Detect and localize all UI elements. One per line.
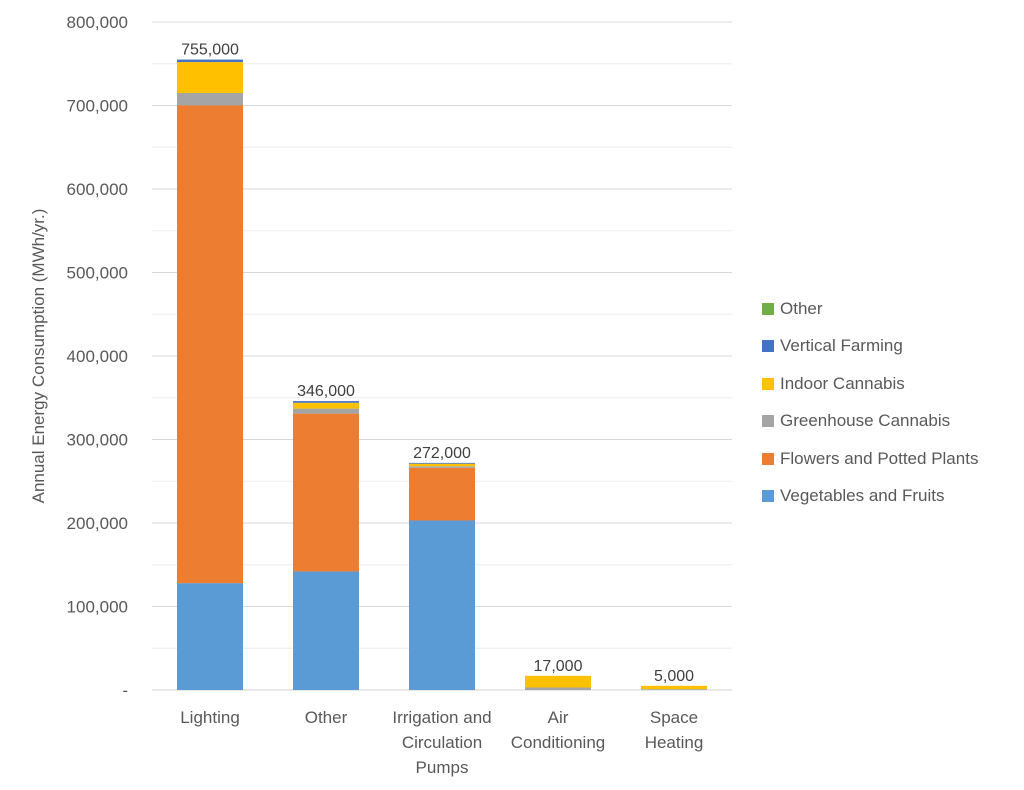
legend-swatch	[762, 302, 774, 315]
legend-swatch	[762, 415, 774, 428]
x-category-label: Space Heating	[645, 708, 704, 752]
legend-label: Vertical Farming	[780, 336, 903, 356]
y-tick-label: 400,000	[67, 347, 128, 366]
legend-item: Flowers and Potted Plants	[762, 440, 978, 478]
bar-segment-greenhouse-cannabis	[177, 92, 243, 106]
bar-segment-flowers-and-potted-plants	[177, 105, 243, 584]
legend-swatch	[762, 340, 774, 353]
total-label: 346,000	[297, 383, 355, 400]
legend-item: Vegetables and Fruits	[762, 478, 978, 516]
bars	[177, 59, 707, 690]
legend-item: Vertical Farming	[762, 328, 978, 366]
legend-label: Other	[780, 298, 823, 318]
legend-label: Greenhouse Cannabis	[780, 411, 951, 431]
x-category-label: Irrigation and Circulation Pumps	[392, 708, 491, 777]
x-category-label: Air Conditioning	[511, 708, 606, 752]
x-category-label: Other	[305, 708, 348, 727]
total-label: 5,000	[654, 668, 694, 685]
y-tick-label: 800,000	[67, 13, 128, 32]
bar-segment-indoor-cannabis	[293, 402, 359, 409]
bar-segment-vertical-farming	[293, 401, 359, 403]
total-label: 17,000	[534, 658, 583, 675]
y-tick-label: 300,000	[67, 431, 128, 450]
legend-label: Vegetables and Fruits	[780, 486, 945, 506]
bar-segment-flowers-and-potted-plants	[293, 413, 359, 572]
bar-segment-indoor-cannabis	[525, 675, 591, 688]
y-tick-label: 200,000	[67, 514, 128, 533]
legend-swatch	[762, 452, 774, 465]
x-axis-categories: Lighting Other Irrigation and Circulation Pu…	[180, 708, 703, 777]
bar-segment-vegetables-and-fruits	[177, 583, 243, 690]
bar-segment-vertical-farming	[409, 462, 475, 464]
legend-swatch	[762, 490, 774, 503]
y-tick-label: 100,000	[67, 598, 128, 617]
y-tick-label: 700,000	[67, 97, 128, 116]
y-tick-label: 500,000	[67, 264, 128, 283]
y-tick-label: 600,000	[67, 180, 128, 199]
y-axis-label: Annual Energy Consumption (MWh/yr.)	[29, 209, 48, 504]
total-label: 755,000	[181, 42, 239, 59]
legend: Other Vertical Farming Indoor Cannabis Gree…	[762, 290, 978, 515]
legend-label: Flowers and Potted Plants	[780, 448, 979, 468]
bar-segment-greenhouse-cannabis	[293, 408, 359, 414]
bar-segment-indoor-cannabis	[641, 685, 707, 690]
bar-segment-vertical-farming	[177, 59, 243, 63]
y-tick-label: -	[122, 681, 128, 700]
legend-label: Indoor Cannabis	[780, 373, 905, 393]
bar-segment-indoor-cannabis	[177, 62, 243, 93]
bar-segment-indoor-cannabis	[409, 463, 475, 467]
bar-segment-greenhouse-cannabis	[409, 466, 475, 468]
x-category-label: Lighting	[180, 708, 240, 727]
bar-segment-greenhouse-cannabis	[641, 689, 707, 690]
bar-segment-vegetables-and-fruits	[409, 520, 475, 690]
bar-segment-greenhouse-cannabis	[525, 687, 591, 690]
bar-segment-vegetables-and-fruits	[293, 571, 359, 690]
y-axis-ticks: - 100,000 200,000 300,000 400,000 500,000 600,…	[67, 13, 128, 700]
total-label: 272,000	[413, 445, 471, 462]
bar-segment-flowers-and-potted-plants	[409, 467, 475, 521]
legend-item: Greenhouse Cannabis	[762, 403, 978, 441]
total-labels: 755,000 346,000 272,000 17,000 5,000	[181, 42, 694, 685]
legend-item: Other	[762, 290, 978, 328]
legend-item: Indoor Cannabis	[762, 365, 978, 403]
legend-swatch	[762, 377, 774, 390]
